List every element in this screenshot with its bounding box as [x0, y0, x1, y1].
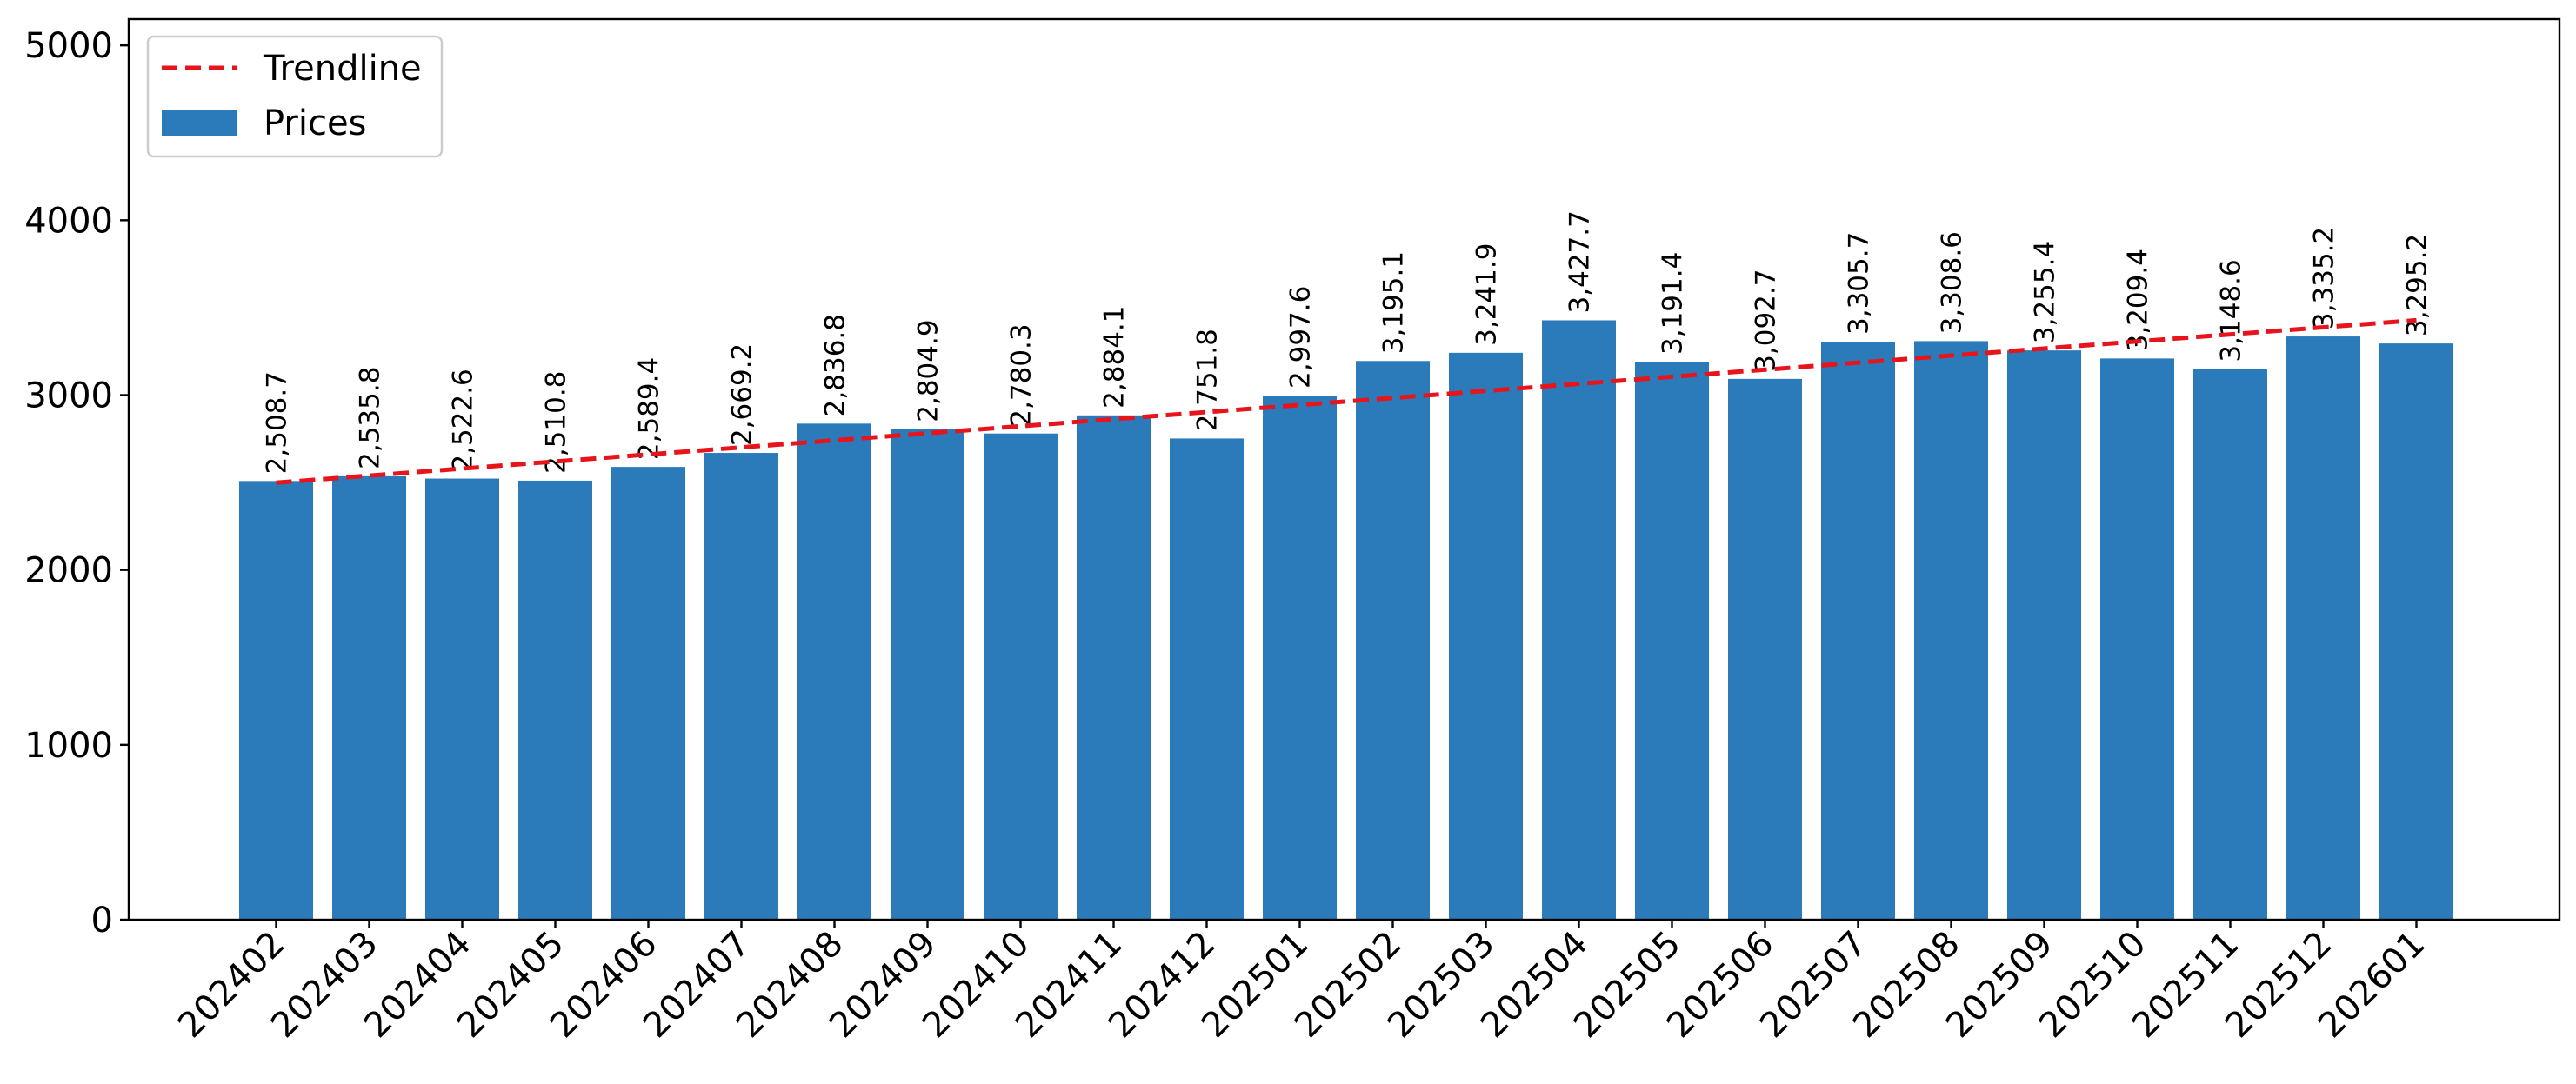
bar — [332, 475, 406, 920]
data-label: 2,804.9 — [913, 319, 944, 422]
bar — [2286, 336, 2360, 920]
bar — [1356, 361, 1430, 920]
bar — [2379, 343, 2453, 920]
trendline — [276, 317, 2417, 485]
x-axis: 2024022024032024042024052024062024072024… — [170, 920, 2433, 1046]
data-labels-layer: 2,508.7 2,535.8 2,522.6 2,510.8 2,589.4 2,669… — [262, 210, 2433, 474]
data-label: 3,255.4 — [2030, 241, 2061, 343]
bar — [984, 433, 1058, 920]
bar — [2007, 350, 2081, 920]
bars-layer — [239, 320, 2453, 921]
data-label: 2,780.3 — [1006, 323, 1038, 426]
y-tick-label: 3000 — [24, 376, 113, 416]
y-tick-label: 0 — [91, 901, 113, 941]
y-tick-label: 2000 — [24, 551, 113, 591]
data-label: 3,295.2 — [2402, 234, 2433, 336]
data-label: 2,997.6 — [1285, 286, 1317, 389]
trendline-layer — [276, 317, 2417, 485]
legend-trendline-label: Trendline — [263, 49, 422, 89]
data-label: 3,308.6 — [1937, 231, 1968, 334]
data-label: 3,148.6 — [2216, 259, 2247, 362]
bar — [1170, 438, 1244, 920]
bar — [1728, 378, 1802, 921]
data-label: 2,751.8 — [1192, 329, 1224, 431]
data-label: 2,522.6 — [448, 369, 479, 471]
legend-prices-swatch — [162, 110, 237, 136]
bar — [1077, 415, 1151, 920]
bar — [1635, 362, 1709, 921]
data-label: 3,092.7 — [1751, 269, 1782, 372]
bar — [239, 481, 313, 920]
bar — [1821, 342, 1895, 921]
data-label: 2,836.8 — [820, 314, 851, 416]
data-label: 3,241.9 — [1472, 243, 1503, 346]
bar — [797, 423, 871, 921]
y-tick-label: 4000 — [24, 201, 113, 241]
data-label: 3,335.2 — [2309, 227, 2340, 329]
data-label: 2,884.1 — [1099, 305, 1131, 408]
bar — [518, 480, 592, 920]
legend: Trendline Prices — [146, 35, 444, 158]
bar — [1449, 352, 1523, 920]
data-label: 3,191.4 — [1658, 252, 1689, 355]
y-tick-label: 1000 — [24, 726, 113, 766]
data-label: 2,669.2 — [727, 343, 758, 446]
data-label: 3,427.7 — [1565, 210, 1596, 313]
y-axis: 0 1000 2000 3000 4000 5000 — [24, 26, 129, 941]
data-label: 2,535.8 — [355, 367, 386, 469]
bar — [891, 429, 964, 920]
data-label: 2,508.7 — [262, 371, 293, 474]
y-tick-label: 5000 — [24, 26, 113, 66]
data-label: 2,510.8 — [541, 371, 572, 474]
bar — [1263, 395, 1337, 920]
data-label: 2,589.4 — [634, 357, 665, 460]
bar — [1914, 341, 1988, 921]
bar — [425, 478, 499, 920]
legend-prices-label: Prices — [264, 103, 366, 143]
plot-frame — [127, 17, 2561, 921]
bar — [2193, 369, 2267, 921]
data-label: 3,195.1 — [1378, 251, 1410, 354]
bar — [704, 453, 778, 920]
bar — [611, 467, 685, 920]
data-label: 3,305.7 — [1844, 232, 1875, 335]
bar — [1542, 320, 1616, 920]
bar — [2100, 358, 2174, 921]
data-label: 3,209.4 — [2123, 249, 2154, 351]
